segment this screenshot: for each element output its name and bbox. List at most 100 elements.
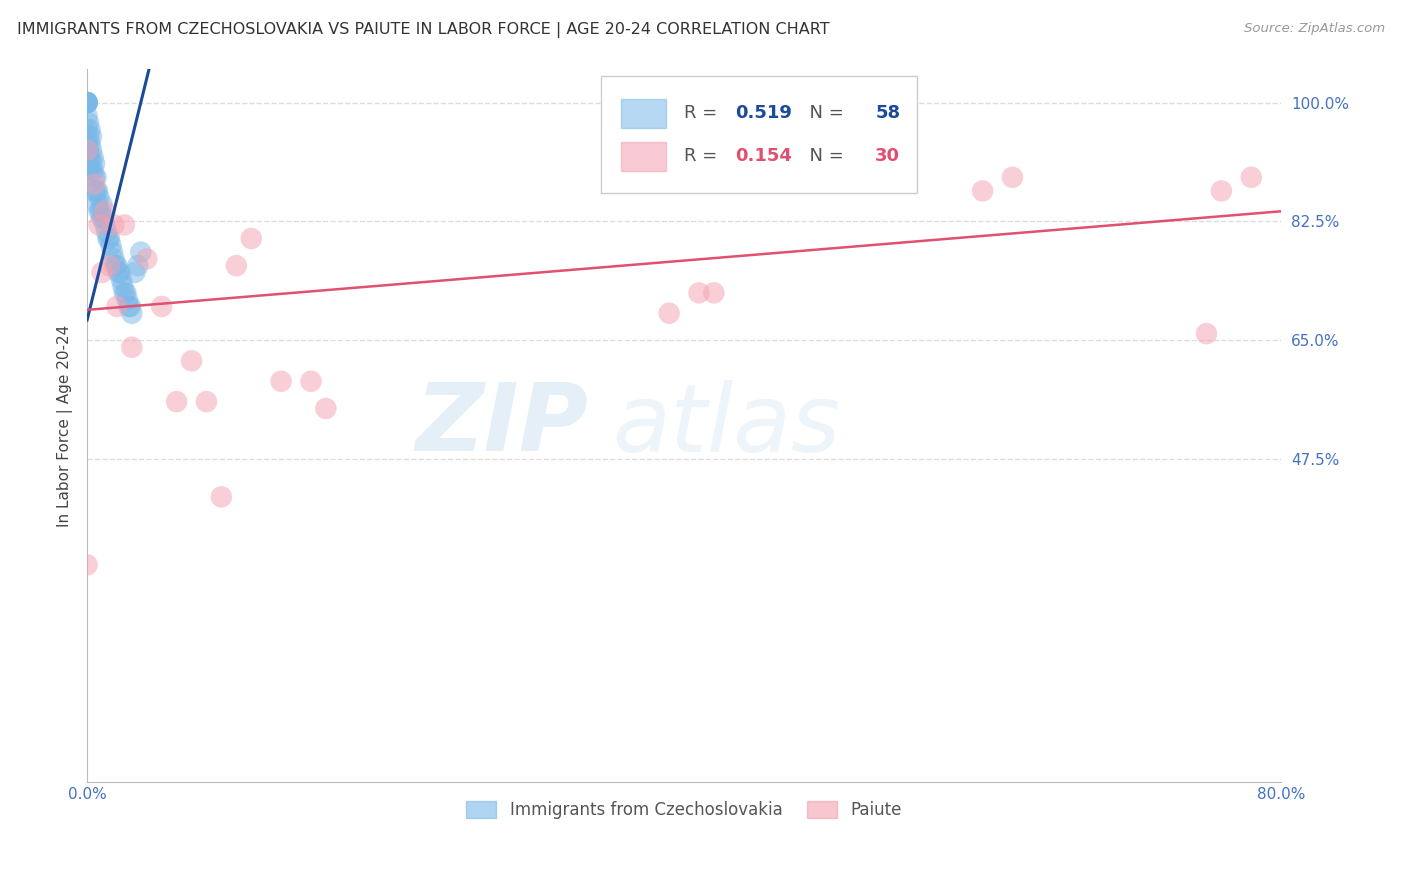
Point — [76, 95, 98, 110]
Point — [79, 122, 101, 136]
Point — [80, 157, 103, 171]
Text: atlas: atlas — [613, 380, 841, 471]
Point — [76, 558, 98, 572]
Point — [225, 259, 247, 273]
Point — [111, 279, 134, 293]
Point — [83, 157, 105, 171]
Point — [76, 95, 98, 110]
Y-axis label: In Labor Force | Age 20-24: In Labor Force | Age 20-24 — [58, 325, 73, 526]
FancyBboxPatch shape — [621, 142, 666, 170]
Point — [93, 211, 115, 225]
Text: N =: N = — [797, 147, 849, 165]
Point — [76, 95, 98, 110]
Point — [98, 231, 121, 245]
Point — [97, 231, 120, 245]
Point — [84, 170, 107, 185]
Point — [315, 401, 337, 416]
Point — [87, 218, 110, 232]
Text: R =: R = — [685, 147, 723, 165]
Point — [83, 184, 105, 198]
Point — [105, 300, 128, 314]
Point — [195, 394, 218, 409]
Point — [103, 252, 125, 266]
Point — [101, 245, 124, 260]
Point — [1240, 170, 1263, 185]
Point — [89, 204, 111, 219]
Point — [270, 374, 292, 388]
Text: ZIP: ZIP — [416, 379, 589, 472]
Point — [104, 259, 127, 273]
Point — [135, 252, 157, 266]
Point — [86, 184, 108, 198]
Point — [112, 218, 135, 232]
Point — [124, 265, 146, 279]
Point — [76, 109, 98, 123]
Point — [79, 150, 101, 164]
Text: Source: ZipAtlas.com: Source: ZipAtlas.com — [1244, 22, 1385, 36]
Text: 30: 30 — [875, 147, 900, 165]
Point — [121, 340, 143, 354]
Point — [110, 272, 132, 286]
Text: 58: 58 — [875, 104, 900, 122]
Point — [118, 300, 141, 314]
Point — [83, 170, 105, 185]
Point — [87, 191, 110, 205]
Point — [100, 238, 122, 252]
Point — [80, 129, 103, 144]
Point — [79, 163, 101, 178]
Point — [658, 306, 681, 320]
Point — [108, 265, 131, 279]
Point — [82, 163, 104, 178]
Point — [87, 204, 110, 219]
Point — [76, 136, 98, 151]
Point — [972, 184, 994, 198]
Point — [76, 143, 98, 157]
Point — [86, 197, 108, 211]
Text: IMMIGRANTS FROM CZECHOSLOVAKIA VS PAIUTE IN LABOR FORCE | AGE 20-24 CORRELATION : IMMIGRANTS FROM CZECHOSLOVAKIA VS PAIUTE… — [17, 22, 830, 38]
Point — [96, 225, 118, 239]
Point — [77, 129, 100, 144]
Text: N =: N = — [797, 104, 849, 122]
Point — [240, 231, 263, 245]
Point — [76, 95, 98, 110]
Point — [80, 143, 103, 157]
Point — [98, 259, 121, 273]
Point — [120, 300, 142, 314]
Point — [115, 285, 138, 300]
Text: 0.519: 0.519 — [735, 104, 793, 122]
Point — [1195, 326, 1218, 341]
Point — [117, 293, 139, 307]
Point — [91, 197, 114, 211]
Point — [121, 306, 143, 320]
Point — [209, 490, 232, 504]
Point — [77, 157, 100, 171]
Point — [1001, 170, 1024, 185]
Point — [79, 136, 101, 151]
Point — [112, 285, 135, 300]
Point — [105, 259, 128, 273]
Point — [76, 122, 98, 136]
FancyBboxPatch shape — [621, 99, 666, 128]
Legend: Immigrants from Czechoslovakia, Paiute: Immigrants from Czechoslovakia, Paiute — [460, 794, 908, 825]
Point — [94, 218, 117, 232]
Point — [77, 116, 100, 130]
Point — [688, 285, 710, 300]
Point — [299, 374, 322, 388]
Point — [1211, 184, 1233, 198]
Point — [83, 177, 105, 191]
Point — [150, 300, 173, 314]
Point — [103, 218, 125, 232]
Point — [129, 245, 152, 260]
Point — [91, 265, 114, 279]
Point — [94, 204, 117, 219]
Point — [703, 285, 725, 300]
Point — [166, 394, 188, 409]
Point — [76, 95, 98, 110]
Point — [84, 184, 107, 198]
FancyBboxPatch shape — [600, 76, 917, 194]
Point — [127, 259, 149, 273]
Text: 0.154: 0.154 — [735, 147, 793, 165]
Point — [180, 354, 202, 368]
Point — [107, 265, 129, 279]
Point — [77, 143, 100, 157]
